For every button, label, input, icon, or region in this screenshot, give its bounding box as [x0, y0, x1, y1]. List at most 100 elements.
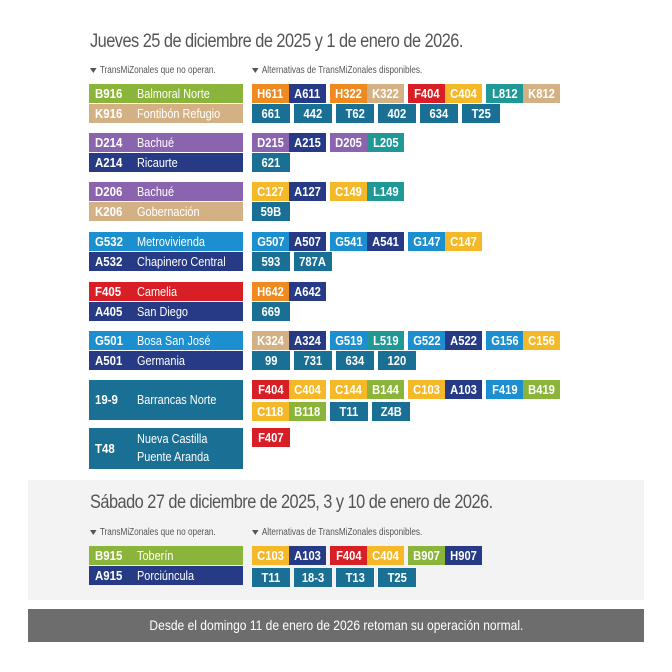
route-pill: 634 [336, 351, 374, 370]
route-chip-c149: C149 [330, 182, 367, 201]
route-name: Barrancas Norte [137, 392, 217, 407]
alternatives-row: C127 A127 C149 L149 [252, 182, 404, 201]
route-pill: B907 H907 [408, 546, 482, 565]
route-code: D206 [95, 184, 123, 199]
route-chip-a642: A642 [289, 282, 326, 301]
route-a501: A501 Germania [89, 351, 243, 370]
route-pill: G522 A522 [408, 331, 482, 350]
route-chip-h907: H907 [445, 546, 482, 565]
route-name: Fontibón Refugio [137, 106, 221, 121]
route-d206: D206 Bachué [89, 182, 243, 201]
alternatives-row: D215 A215 D205 L205 [252, 133, 404, 152]
route-chip-t62: T62 [336, 104, 374, 123]
route-pill: K324 A324 [252, 331, 326, 350]
route-chip-f404: F404 [330, 546, 367, 565]
route-chip-99: 99 [252, 351, 290, 370]
route-pill: H611 A611 [252, 84, 326, 103]
route-pill: T25 [378, 568, 416, 587]
route-chip-c147: C147 [445, 232, 482, 251]
route-chip-669: 669 [252, 302, 290, 321]
route-a532: A532 Chapinero Central [89, 252, 243, 271]
route-chip-h322: H322 [330, 84, 367, 103]
route-chip-l519: L519 [367, 331, 404, 350]
alternatives-row: H611 A611 H322 K322 F404 C404 L812 K812 [252, 84, 560, 103]
route-name: Chapinero Central [137, 254, 226, 269]
triangle-down-icon [90, 529, 97, 535]
route-chip-c404: C404 [367, 546, 404, 565]
route-chip-f404: F404 [252, 380, 289, 399]
route-19-9: 19-9 Barrancas Norte [89, 380, 243, 420]
route-chip-c156: C156 [523, 331, 560, 350]
route-pill: F407 [252, 428, 290, 447]
route-a405: A405 San Diego [89, 302, 243, 321]
route-chip-593: 593 [252, 252, 290, 271]
route-chip-f407: F407 [252, 428, 290, 447]
route-chip-c103: C103 [252, 546, 289, 565]
route-chip-a611: A611 [289, 84, 326, 103]
route-name: Nueva Castilla Puente Aranda [137, 431, 210, 464]
route-chip-731: 731 [294, 351, 332, 370]
route-chip-402: 402 [378, 104, 416, 123]
route-chip-d205: D205 [330, 133, 367, 152]
route-chip-l149: L149 [367, 182, 404, 201]
alternatives-row: 99 731 634 120 [252, 351, 416, 370]
route-g501: G501 Bosa San José [89, 331, 243, 350]
alternatives-row: C118 B118 T11 Z4B [252, 402, 410, 421]
section2-label-left: TransMiZonales que no operan. [90, 527, 216, 538]
route-name: Germania [137, 353, 185, 368]
route-pill: F404 C404 [330, 546, 404, 565]
route-chip-c144: C144 [330, 380, 367, 399]
triangle-down-icon [252, 529, 259, 535]
route-pill: 634 [420, 104, 458, 123]
route-chip-634: 634 [420, 104, 458, 123]
route-pill: 402 [378, 104, 416, 123]
route-chip-c118: C118 [252, 402, 289, 421]
route-chip-120: 120 [378, 351, 416, 370]
alternatives-row: K324 A324 G519 L519 G522 A522 G156 C156 [252, 331, 560, 350]
route-chip-787a: 787A [294, 252, 332, 271]
alternatives-row: F407 [252, 428, 290, 447]
route-pill: Z4B [372, 402, 410, 421]
route-pill: 669 [252, 302, 290, 321]
route-chip-g541: G541 [330, 232, 367, 251]
alternatives-row: 593 787A [252, 252, 332, 271]
route-name: Bachué [137, 135, 175, 150]
route-pill: 18-3 [294, 568, 332, 587]
route-chip-a215: A215 [289, 133, 326, 152]
route-chip-f404: F404 [408, 84, 445, 103]
route-chip-f419: F419 [486, 380, 523, 399]
route-chip-g519: G519 [330, 331, 367, 350]
route-pill: 593 [252, 252, 290, 271]
route-name: Porciúncula [137, 568, 195, 583]
route-pill: T11 [252, 568, 290, 587]
route-chip-d215: D215 [252, 133, 289, 152]
route-pill: G147 C147 [408, 232, 482, 251]
route-chip-g147: G147 [408, 232, 445, 251]
route-b916: B916 Balmoral Norte [89, 84, 243, 103]
alternatives-row: C103 A103 F404 C404 B907 H907 [252, 546, 482, 565]
route-pill: H642 A642 [252, 282, 326, 301]
route-code: K206 [95, 204, 123, 219]
route-chip-661: 661 [252, 104, 290, 123]
route-chip-a127: A127 [289, 182, 326, 201]
route-code: B915 [95, 548, 123, 563]
route-code: D214 [95, 135, 123, 150]
route-code: K916 [95, 106, 123, 121]
route-code: A915 [95, 568, 123, 583]
route-pill: G519 L519 [330, 331, 404, 350]
alternatives-row: T11 18-3 T13 T25 [252, 568, 416, 587]
route-chip-l205: L205 [367, 133, 404, 152]
route-chip-z4b: Z4B [372, 402, 410, 421]
route-chip-621: 621 [252, 153, 290, 172]
route-code: A214 [95, 155, 123, 170]
alternatives-row: G507 A507 G541 A541 G147 C147 [252, 232, 482, 251]
route-code: A532 [95, 254, 123, 269]
section1-label-left: TransMiZonales que no operan. [90, 65, 216, 76]
route-pill: G156 C156 [486, 331, 560, 350]
route-chip-a103: A103 [289, 546, 326, 565]
route-chip-g156: G156 [486, 331, 523, 350]
route-b915: B915 Toberín [89, 546, 243, 565]
route-code: 19-9 [95, 392, 118, 407]
route-a915: A915 Porciúncula [89, 566, 243, 585]
route-pill: 731 [294, 351, 332, 370]
